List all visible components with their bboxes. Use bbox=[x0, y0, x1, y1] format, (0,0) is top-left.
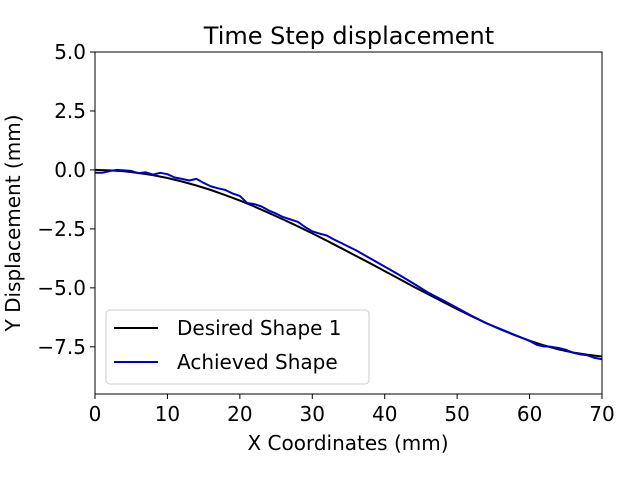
x-tick-label: 0 bbox=[89, 402, 102, 426]
x-axis-title: X Coordinates (mm) bbox=[247, 431, 448, 455]
x-tick-label: 70 bbox=[589, 402, 614, 426]
y-tick-label: 5.0 bbox=[54, 40, 86, 64]
y-tick-label: −5.0 bbox=[37, 276, 86, 300]
y-tick-label: −7.5 bbox=[37, 335, 86, 359]
plot-frame bbox=[94, 51, 603, 395]
series-line-achieved bbox=[95, 168, 603, 361]
x-tick-label: 10 bbox=[155, 402, 180, 426]
legend-label-achieved: Achieved Shape bbox=[177, 350, 338, 374]
plot-area bbox=[94, 168, 603, 361]
x-tick-label: 40 bbox=[372, 402, 397, 426]
x-tick-label: 30 bbox=[300, 402, 325, 426]
y-axis-title: Y Displacement (mm) bbox=[1, 115, 25, 333]
x-tick-label: 50 bbox=[444, 402, 469, 426]
y-tick-label: −2.5 bbox=[37, 217, 86, 241]
chart-title: Time Step displacement bbox=[203, 22, 494, 50]
y-axis: 5.0 2.5 0.0 −2.5 −5.0 −7.5 bbox=[37, 40, 95, 359]
y-tick-label: 0.0 bbox=[54, 158, 86, 182]
x-axis: 0 10 20 30 40 50 60 70 bbox=[89, 394, 615, 426]
x-tick-label: 20 bbox=[227, 402, 252, 426]
legend-box bbox=[105, 309, 370, 385]
legend: Desired Shape 1 Achieved Shape bbox=[105, 309, 370, 385]
legend-label-desired: Desired Shape 1 bbox=[177, 316, 342, 340]
y-tick-label: 2.5 bbox=[54, 99, 86, 123]
x-tick-label: 60 bbox=[517, 402, 542, 426]
